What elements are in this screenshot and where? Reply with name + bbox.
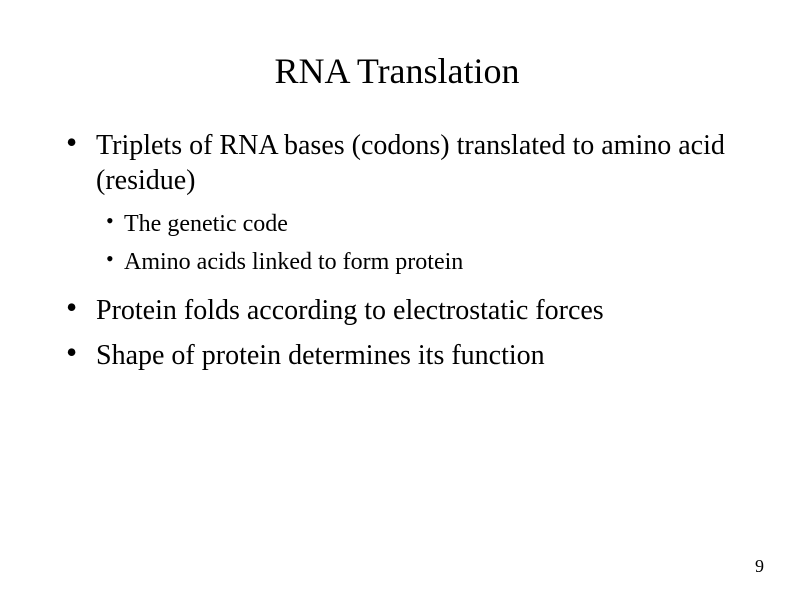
slide-title: RNA Translation bbox=[60, 50, 734, 92]
bullet-text: Triplets of RNA bases (codons) translate… bbox=[96, 130, 725, 196]
bullet-text: The genetic code bbox=[124, 211, 288, 237]
list-item: Triplets of RNA bases (codons) translate… bbox=[60, 128, 734, 279]
sub-bullet-list: The genetic code Amino acids linked to f… bbox=[96, 208, 734, 279]
page-number: 9 bbox=[755, 556, 764, 577]
bullet-text: Amino acids linked to form protein bbox=[124, 249, 463, 275]
list-item: Protein folds according to electrostatic… bbox=[60, 293, 734, 328]
bullet-list: Triplets of RNA bases (codons) translate… bbox=[60, 128, 734, 373]
list-item: The genetic code bbox=[102, 208, 734, 240]
list-item: Amino acids linked to form protein bbox=[102, 246, 734, 278]
list-item: Shape of protein determines its function bbox=[60, 338, 734, 373]
bullet-text: Shape of protein determines its function bbox=[96, 340, 545, 371]
slide: RNA Translation Triplets of RNA bases (c… bbox=[0, 0, 794, 595]
bullet-text: Protein folds according to electrostatic… bbox=[96, 295, 604, 326]
